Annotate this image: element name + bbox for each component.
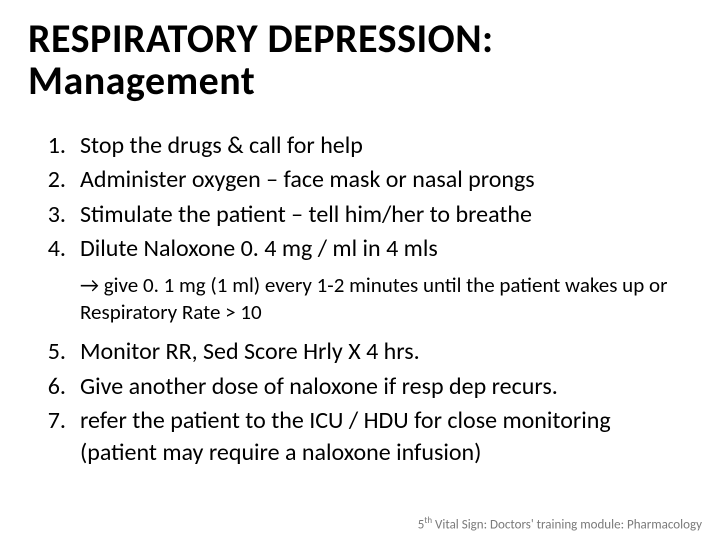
item-number: 7. (28, 405, 80, 470)
item-text: Monitor RR, Sed Score Hrly X 4 hrs. (80, 336, 692, 368)
footer-sup: th (424, 515, 432, 526)
item-number: 2. (28, 164, 80, 196)
list-item: 1. Stop the drugs & call for help (28, 130, 692, 162)
sub-text: → give 0. 1 mg (1 ml) every 1-2 minutes … (80, 272, 667, 325)
list-item: 5. Monitor RR, Sed Score Hrly X 4 hrs. (28, 336, 692, 368)
item-number: 4. (28, 233, 80, 265)
list-item: 6. Give another dose of naloxone if resp… (28, 371, 692, 403)
item-number: 5. (28, 336, 80, 368)
item-number: 6. (28, 371, 80, 403)
item-text: Stop the drugs & call for help (80, 130, 692, 162)
item-text: Dilute Naloxone 0. 4 mg / ml in 4 mls (80, 233, 692, 265)
item-text: refer the patient to the ICU / HDU for c… (80, 405, 692, 470)
item-number: 1. (28, 130, 80, 162)
list-item: 4. Dilute Naloxone 0. 4 mg / ml in 4 mls (28, 233, 692, 265)
item-text: Administer oxygen – face mask or nasal p… (80, 164, 692, 196)
item-text: Give another dose of naloxone if resp de… (80, 371, 692, 403)
list-item: 7. refer the patient to the ICU / HDU fo… (28, 405, 692, 470)
footer-text: 5th Vital Sign: Doctors' training module… (418, 515, 702, 532)
title-line-2: Management (28, 56, 255, 105)
item-number: 3. (28, 199, 80, 231)
item-text: Stimulate the patient – tell him/her to … (80, 199, 692, 231)
slide-title: RESPIRATORY DEPRESSION: Management (28, 18, 692, 102)
sub-note: → give 0. 1 mg (1 ml) every 1-2 minutes … (80, 272, 692, 327)
list-item: 3. Stimulate the patient – tell him/her … (28, 199, 692, 231)
list-item: 2. Administer oxygen – face mask or nasa… (28, 164, 692, 196)
footer-rest: Vital Sign: Doctors' training module: Ph… (432, 517, 702, 532)
management-list: 1. Stop the drugs & call for help 2. Adm… (28, 130, 692, 470)
